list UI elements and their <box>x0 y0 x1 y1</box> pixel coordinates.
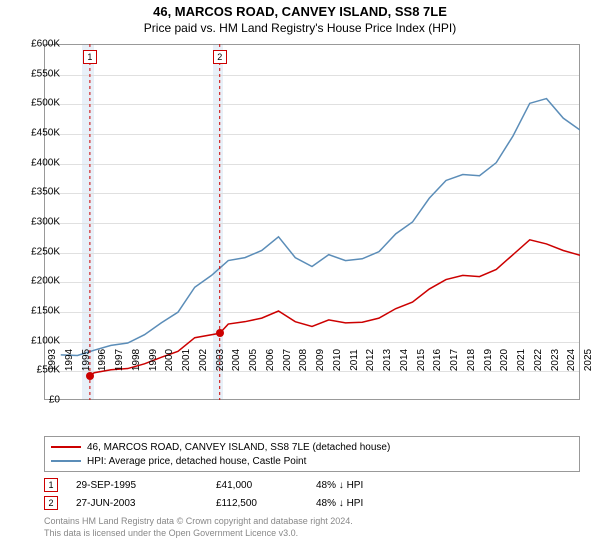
y-tick-label: £300K <box>20 217 60 228</box>
price-cell: £112,500 <box>216 498 316 509</box>
line-chart-svg <box>44 44 580 400</box>
footer-attribution: Contains HM Land Registry data © Crown c… <box>44 516 353 539</box>
x-tick-label: 1995 <box>81 349 92 371</box>
y-tick-label: £350K <box>20 187 60 198</box>
y-tick-label: £400K <box>20 157 60 168</box>
x-tick-label: 2024 <box>566 349 577 371</box>
legend: 46, MARCOS ROAD, CANVEY ISLAND, SS8 7LE … <box>44 436 580 472</box>
pct-cell: 48% ↓ HPI <box>316 498 416 509</box>
chart-container: 46, MARCOS ROAD, CANVEY ISLAND, SS8 7LE … <box>0 0 600 560</box>
marker-dot <box>216 329 224 337</box>
date-cell: 27-JUN-2003 <box>76 498 216 509</box>
price-cell: £41,000 <box>216 480 316 491</box>
legend-label: 46, MARCOS ROAD, CANVEY ISLAND, SS8 7LE … <box>87 442 390 453</box>
x-tick-label: 2013 <box>382 349 393 371</box>
table-row: 2 27-JUN-2003 £112,500 48% ↓ HPI <box>44 494 416 512</box>
legend-swatch <box>51 446 81 448</box>
y-tick-label: £100K <box>20 335 60 346</box>
legend-item: HPI: Average price, detached house, Cast… <box>51 454 573 468</box>
x-tick-label: 1993 <box>47 349 58 371</box>
x-tick-label: 2020 <box>499 349 510 371</box>
x-tick-label: 2011 <box>349 349 360 371</box>
title-area: 46, MARCOS ROAD, CANVEY ISLAND, SS8 7LE … <box>0 0 600 35</box>
x-tick-label: 2012 <box>365 349 376 371</box>
x-tick-label: 2019 <box>483 349 494 371</box>
date-cell: 29-SEP-1995 <box>76 480 216 491</box>
y-tick-label: £150K <box>20 306 60 317</box>
y-tick-label: £600K <box>20 39 60 50</box>
x-tick-label: 2018 <box>466 349 477 371</box>
x-tick-label: 2016 <box>432 349 443 371</box>
x-tick-label: 1999 <box>148 349 159 371</box>
chart-title: 46, MARCOS ROAD, CANVEY ISLAND, SS8 7LE <box>0 4 600 19</box>
legend-item: 46, MARCOS ROAD, CANVEY ISLAND, SS8 7LE … <box>51 440 573 454</box>
marker-icon: 1 <box>44 478 58 492</box>
x-tick-label: 2006 <box>265 349 276 371</box>
x-tick-label: 2001 <box>181 349 192 371</box>
marker-label: 1 <box>83 50 97 64</box>
x-tick-label: 2010 <box>332 349 343 371</box>
x-tick-label: 2004 <box>231 349 242 371</box>
y-tick-label: £550K <box>20 68 60 79</box>
x-tick-label: 2023 <box>550 349 561 371</box>
x-tick-label: 1994 <box>64 349 75 371</box>
x-tick-label: 1998 <box>131 349 142 371</box>
x-tick-label: 2008 <box>298 349 309 371</box>
series-line-hpi <box>61 99 580 356</box>
chart-subtitle: Price paid vs. HM Land Registry's House … <box>0 19 600 35</box>
legend-swatch <box>51 460 81 462</box>
plot-area: 12 <box>44 44 580 400</box>
transactions-table: 1 29-SEP-1995 £41,000 48% ↓ HPI 2 27-JUN… <box>44 476 416 512</box>
y-tick-label: £200K <box>20 276 60 287</box>
marker-icon: 2 <box>44 496 58 510</box>
legend-label: HPI: Average price, detached house, Cast… <box>87 456 306 467</box>
marker-label: 2 <box>213 50 227 64</box>
x-tick-label: 2017 <box>449 349 460 371</box>
footer-line: This data is licensed under the Open Gov… <box>44 528 353 540</box>
x-tick-label: 2002 <box>198 349 209 371</box>
x-tick-label: 1997 <box>114 349 125 371</box>
x-tick-label: 2003 <box>215 349 226 371</box>
y-tick-label: £0 <box>20 395 60 406</box>
x-tick-label: 2005 <box>248 349 259 371</box>
y-tick-label: £250K <box>20 246 60 257</box>
x-tick-label: 2022 <box>533 349 544 371</box>
footer-line: Contains HM Land Registry data © Crown c… <box>44 516 353 528</box>
x-tick-label: 2021 <box>516 349 527 371</box>
y-tick-label: £450K <box>20 128 60 139</box>
table-row: 1 29-SEP-1995 £41,000 48% ↓ HPI <box>44 476 416 494</box>
y-tick-label: £500K <box>20 98 60 109</box>
x-tick-label: 2014 <box>399 349 410 371</box>
pct-cell: 48% ↓ HPI <box>316 480 416 491</box>
x-tick-label: 2007 <box>282 349 293 371</box>
x-tick-label: 2009 <box>315 349 326 371</box>
x-tick-label: 1996 <box>97 349 108 371</box>
x-tick-label: 2000 <box>164 349 175 371</box>
x-tick-label: 2025 <box>583 349 594 371</box>
x-tick-label: 2015 <box>416 349 427 371</box>
marker-dot <box>86 372 94 380</box>
